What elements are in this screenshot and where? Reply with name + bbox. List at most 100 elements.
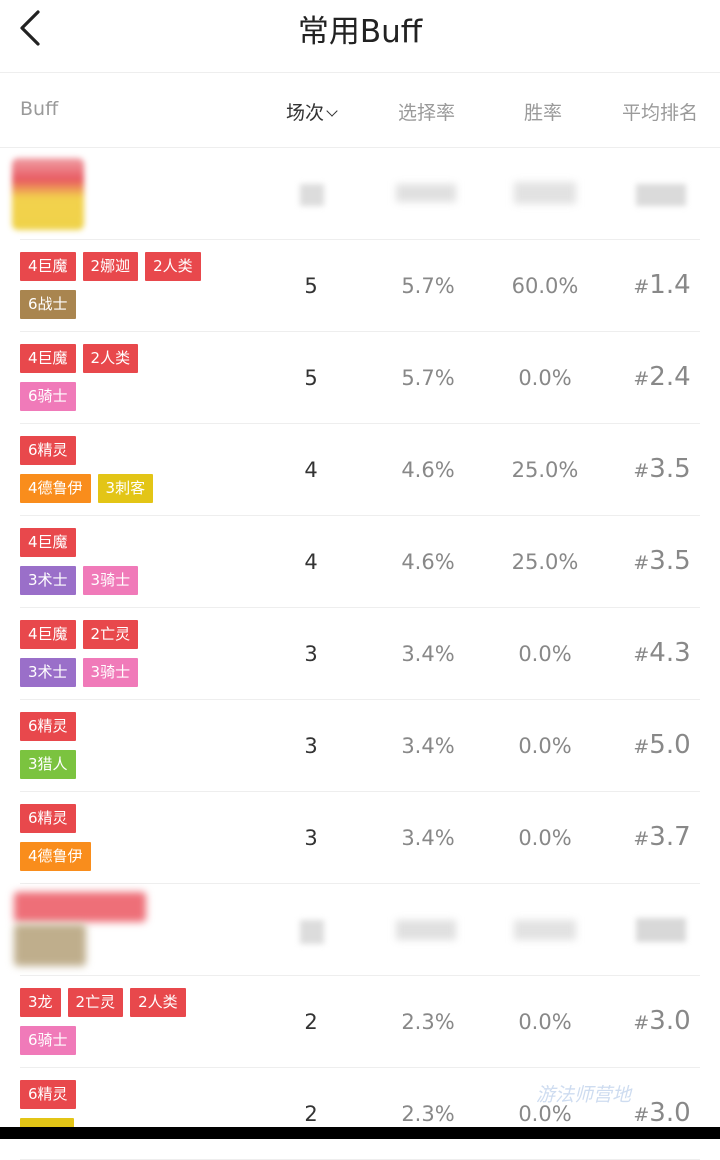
buff-tag: 6骑士 (20, 382, 76, 411)
blurred-tag-block (14, 892, 146, 922)
buff-tag-line: 4巨魔 2亡灵 (20, 620, 250, 650)
buff-tag: 3骑士 (82, 566, 139, 595)
buff-tag-line: 3猎人 (20, 750, 250, 780)
buff-tag: 4德鲁伊 (20, 842, 91, 871)
buff-tag-line: 4巨魔 (20, 528, 250, 558)
blurred-value (514, 182, 576, 204)
count-cell: 5 (304, 366, 318, 390)
buff-tag-line: 4巨魔 2人类 (20, 344, 250, 374)
pick-rate-cell: 5.7% (401, 274, 455, 298)
buff-tag-line: 4德鲁伊 3刺客 (20, 474, 250, 504)
win-rate-cell: 0.0% (518, 1102, 572, 1126)
table-row[interactable]: 4巨魔 3术士 3骑士 4 4.6% 25.0% #3.5 (0, 516, 720, 608)
column-header-pick-rate[interactable]: 选择率 (398, 102, 456, 124)
buff-tag: 2亡灵 (82, 620, 139, 649)
table-row[interactable]: 6精灵 3猎人 3 3.4% 0.0% #5.0 (0, 700, 720, 792)
buff-tag-line: 6战士 (20, 290, 250, 320)
buff-tag-line: 6骑士 (20, 382, 250, 412)
count-cell: 5 (304, 274, 318, 298)
rank-value: 3.7 (649, 822, 691, 852)
pick-rate-cell: 4.6% (401, 458, 455, 482)
avg-rank-cell: #3.0 (620, 1006, 704, 1036)
table-header: Buff 场次 选择率 胜率 平均排名 (0, 73, 720, 148)
buff-tag: 4巨魔 (20, 620, 76, 649)
buff-tag: 6精灵 (20, 712, 76, 741)
buff-tag: 4巨魔 (20, 344, 76, 373)
buff-tags: 4巨魔 2亡灵 3术士 3骑士 (20, 620, 250, 696)
buff-tag-line: 3龙 2亡灵 2人类 (20, 988, 250, 1018)
buff-tag: 6精灵 (20, 1080, 76, 1109)
buff-tags: 3龙 2亡灵 2人类 6骑士 (20, 988, 250, 1064)
blurred-tag-block (12, 158, 84, 230)
rank-value: 3.0 (649, 1006, 691, 1036)
table-row[interactable]: 6精灵 2 2.3% 0.0% #3.0 (0, 1068, 720, 1160)
back-arrow-icon[interactable] (14, 6, 54, 50)
column-header-buff: Buff (20, 98, 59, 120)
rank-value: 2.4 (649, 362, 691, 392)
blurred-value (636, 184, 686, 206)
win-rate-cell: 0.0% (518, 366, 572, 390)
pick-rate-cell: 3.4% (401, 826, 455, 850)
table-row[interactable]: 4巨魔 2娜迦 2人类 6战士 5 5.7% 60.0% #1.4 (0, 240, 720, 332)
win-rate-cell: 0.0% (518, 734, 572, 758)
column-header-win-rate[interactable]: 胜率 (524, 102, 563, 124)
count-cell: 2 (304, 1102, 318, 1126)
buff-tags: 6精灵 4德鲁伊 (20, 804, 250, 880)
buff-tag: 2人类 (145, 252, 201, 281)
buff-tag: 3术士 (20, 566, 76, 595)
blurred-value (396, 920, 456, 940)
top-bar: 常用Buff (0, 0, 720, 73)
buff-tag: 6骑士 (20, 1026, 76, 1055)
table-row[interactable]: 3龙 2亡灵 2人类 6骑士 2 2.3% 0.0% #3.0 (0, 976, 720, 1068)
buff-tag: 3龙 (20, 988, 61, 1017)
buff-tag: 3刺客 (97, 474, 154, 503)
count-cell: 4 (304, 458, 318, 482)
avg-rank-cell: #5.0 (620, 730, 704, 760)
rank-value: 3.0 (649, 1098, 691, 1128)
buff-tag-line: 6骑士 (20, 1026, 250, 1056)
count-cell: 3 (304, 734, 318, 758)
buff-tags: 6精灵 (20, 1080, 250, 1156)
column-header-count[interactable]: 场次 (286, 98, 338, 125)
pick-rate-cell: 4.6% (401, 550, 455, 574)
column-header-count-label: 场次 (286, 102, 325, 124)
pick-rate-cell: 3.4% (401, 734, 455, 758)
win-rate-cell: 25.0% (511, 550, 579, 574)
buff-tags: 4巨魔 2人类 6骑士 (20, 344, 250, 420)
blurred-row (0, 884, 720, 976)
rank-value: 1.4 (649, 270, 691, 300)
rank-hash: # (633, 460, 650, 482)
pick-rate-cell: 3.4% (401, 642, 455, 666)
watermark: 游法师营地 (536, 1084, 632, 1106)
buff-tag: 2亡灵 (67, 988, 124, 1017)
buff-tag: 6精灵 (20, 436, 76, 465)
table-row[interactable]: 6精灵 4德鲁伊 3 3.4% 0.0% #3.7 (0, 792, 720, 884)
win-rate-cell: 0.0% (518, 1010, 572, 1034)
blurred-tag-block (14, 924, 86, 966)
blurred-value (514, 920, 576, 940)
avg-rank-cell: #3.7 (620, 822, 704, 852)
blurred-row (0, 148, 720, 240)
column-header-avg-rank[interactable]: 平均排名 (622, 102, 699, 124)
buff-tag: 4巨魔 (20, 252, 76, 281)
table-row[interactable]: 4巨魔 2亡灵 3术士 3骑士 3 3.4% 0.0% #4.3 (0, 608, 720, 700)
table-row[interactable]: 6精灵 4德鲁伊 3刺客 4 4.6% 25.0% #3.5 (0, 424, 720, 516)
table-row[interactable]: 4巨魔 2人类 6骑士 5 5.7% 0.0% #2.4 (0, 332, 720, 424)
buff-tag: 4巨魔 (20, 528, 76, 557)
buff-tag-line: 6精灵 (20, 436, 250, 466)
buff-tag-line: 3术士 3骑士 (20, 658, 250, 688)
blurred-value (300, 920, 324, 944)
avg-rank-cell: #3.0 (620, 1098, 704, 1128)
pick-rate-cell: 5.7% (401, 366, 455, 390)
rank-hash: # (633, 552, 650, 574)
buff-tag-line: 6精灵 (20, 712, 250, 742)
avg-rank-cell: #4.3 (620, 638, 704, 668)
avg-rank-cell: #3.5 (620, 546, 704, 576)
rank-hash: # (633, 736, 650, 758)
buff-tag: 6精灵 (20, 804, 76, 833)
buff-tags: 4巨魔 2娜迦 2人类 6战士 (20, 252, 250, 328)
avg-rank-cell: #2.4 (620, 362, 704, 392)
rank-value: 3.5 (649, 546, 691, 576)
rank-value: 3.5 (649, 454, 691, 484)
buff-tag: 4德鲁伊 (20, 474, 91, 503)
